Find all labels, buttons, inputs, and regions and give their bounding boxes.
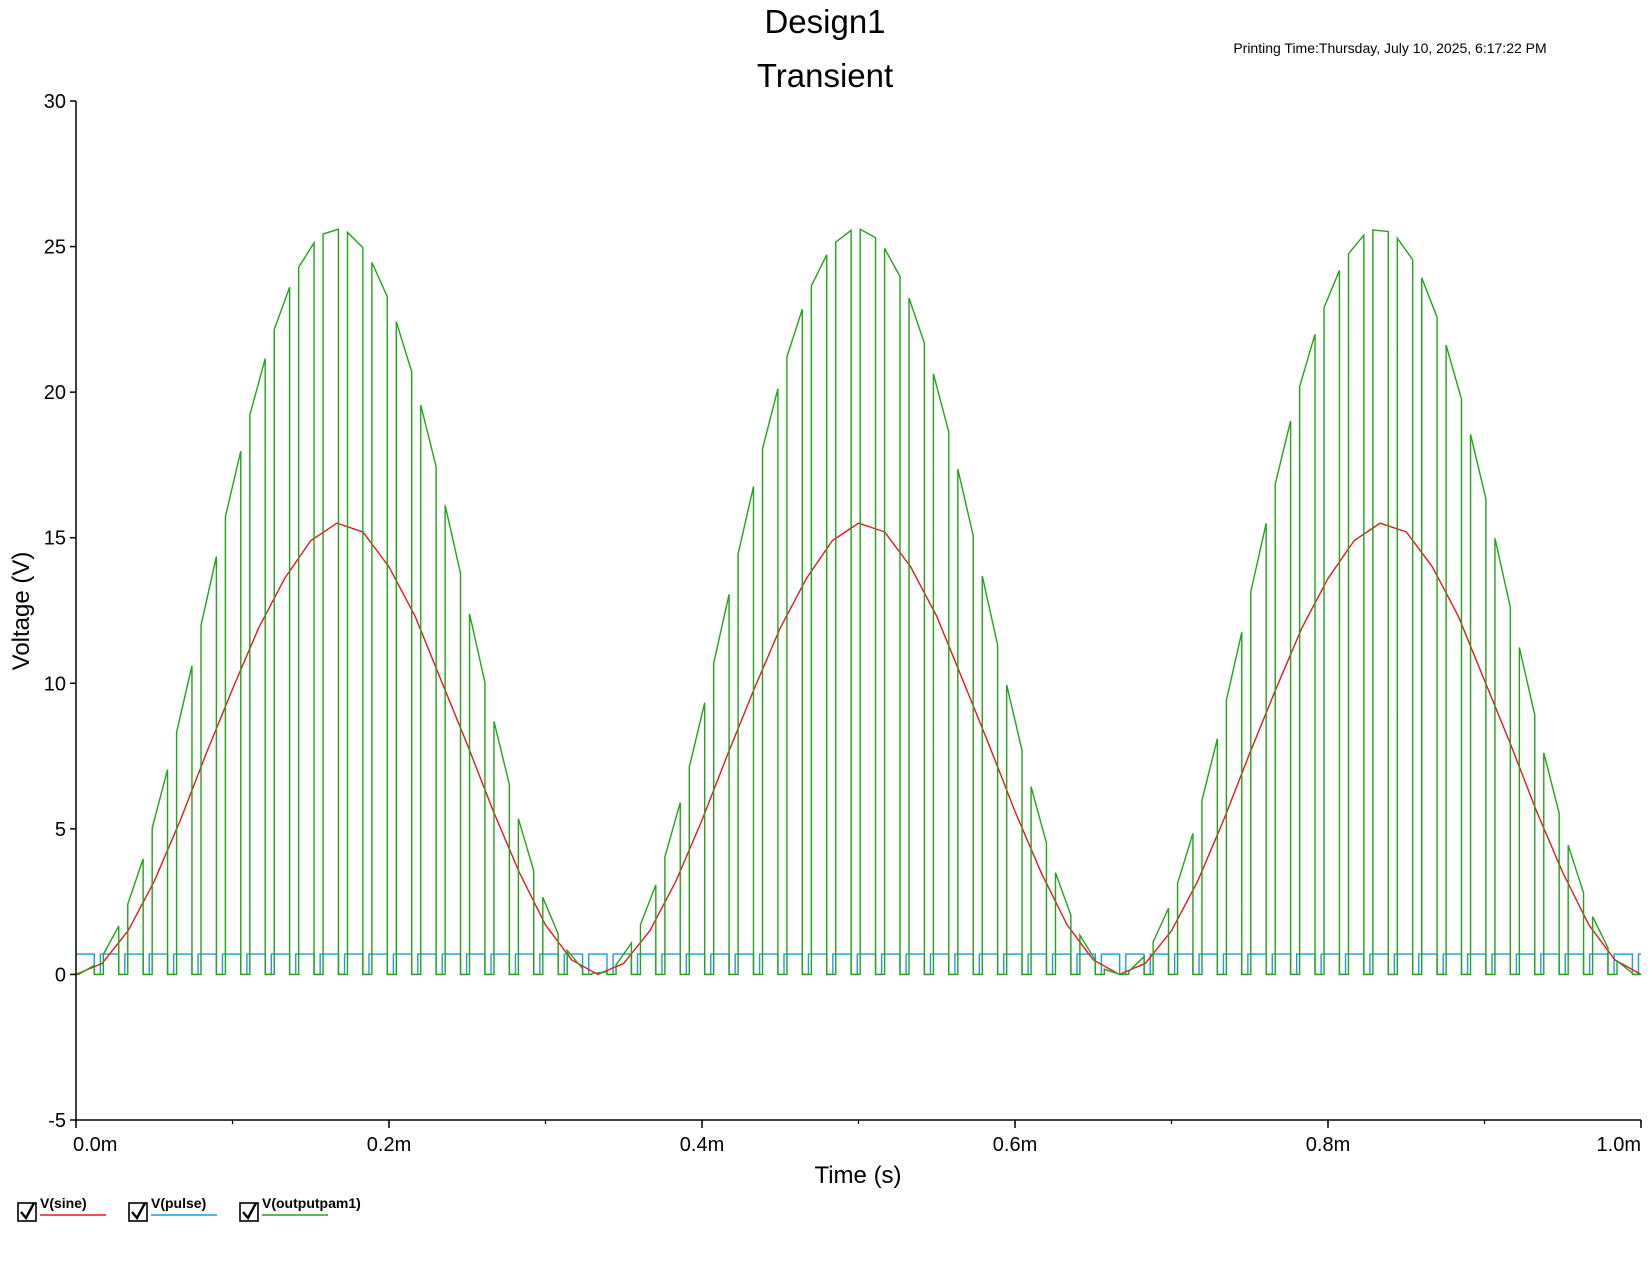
x-axis-ticks: 0.0m 0.2m 0.4m 0.6m 0.8m 1.0m xyxy=(73,1120,1642,1156)
legend: V(sine) V(pulse) V(outputpam1) xyxy=(17,1195,361,1222)
check-icon xyxy=(20,1202,36,1221)
x-tick-label: 0.8m xyxy=(1306,1134,1350,1156)
x-tick-label: 0.6m xyxy=(993,1134,1037,1156)
y-tick-label: 20 xyxy=(44,382,66,404)
y-axis-label: Voltage (V) xyxy=(8,552,35,671)
x-tick-label: 0.2m xyxy=(367,1134,411,1156)
y-tick-label: 0 xyxy=(55,964,66,986)
legend-label: V(sine) xyxy=(40,1195,87,1211)
check-icon xyxy=(242,1202,258,1221)
y-tick-label: 30 xyxy=(44,91,66,113)
x-tick-label: 1.0m xyxy=(1597,1134,1641,1156)
series-line-v-sine xyxy=(75,522,1642,976)
legend-label: V(pulse) xyxy=(151,1195,206,1211)
series-line-v-pulse xyxy=(76,953,1641,976)
series-line-v-outputpam1 xyxy=(75,228,1642,976)
y-tick-label: -5 xyxy=(48,1110,66,1132)
y-tick-label: 10 xyxy=(44,673,66,695)
chart-title: Design1 xyxy=(764,3,885,40)
y-tick-label: 15 xyxy=(44,528,66,550)
x-tick-label: 0.4m xyxy=(680,1134,724,1156)
y-axis-ticks: -5 0 5 10 15 20 25 30 xyxy=(44,91,76,1132)
y-tick-label: 5 xyxy=(55,819,66,841)
plot-series xyxy=(75,228,1642,976)
chart-subtitle: Transient xyxy=(757,57,893,94)
printing-time: Printing Time:Thursday, July 10, 2025, 6… xyxy=(1233,40,1546,56)
x-tick-label: 0.0m xyxy=(73,1134,117,1156)
y-tick-label: 25 xyxy=(44,237,66,259)
legend-label: V(outputpam1) xyxy=(262,1195,361,1211)
check-icon xyxy=(131,1202,147,1221)
x-axis-label: Time (s) xyxy=(814,1162,901,1189)
